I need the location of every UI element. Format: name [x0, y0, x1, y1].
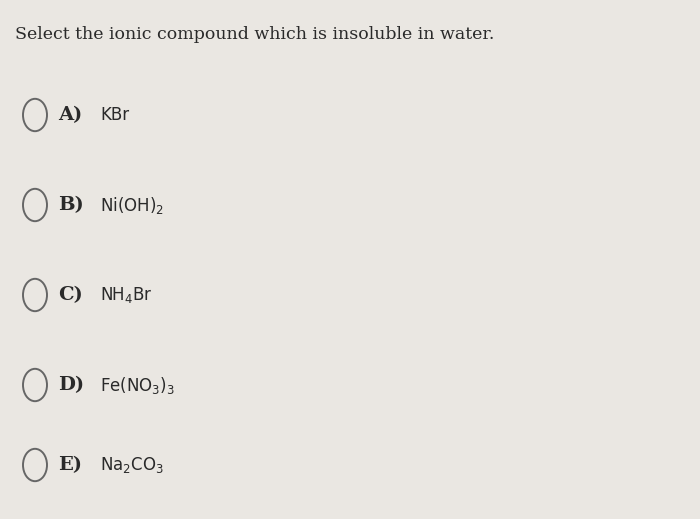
- Text: NH$_4$Br: NH$_4$Br: [100, 285, 153, 305]
- Text: E): E): [58, 456, 82, 474]
- Text: A): A): [58, 106, 83, 124]
- Text: Na$_2$CO$_3$: Na$_2$CO$_3$: [100, 455, 164, 475]
- Text: KBr: KBr: [100, 106, 129, 124]
- Text: B): B): [58, 196, 84, 214]
- Text: Ni(OH)$_2$: Ni(OH)$_2$: [100, 195, 164, 215]
- Text: C): C): [58, 286, 83, 304]
- Text: Select the ionic compound which is insoluble in water.: Select the ionic compound which is insol…: [15, 26, 494, 43]
- Text: D): D): [58, 376, 84, 394]
- Text: Fe(NO$_3$)$_3$: Fe(NO$_3$)$_3$: [100, 375, 175, 395]
